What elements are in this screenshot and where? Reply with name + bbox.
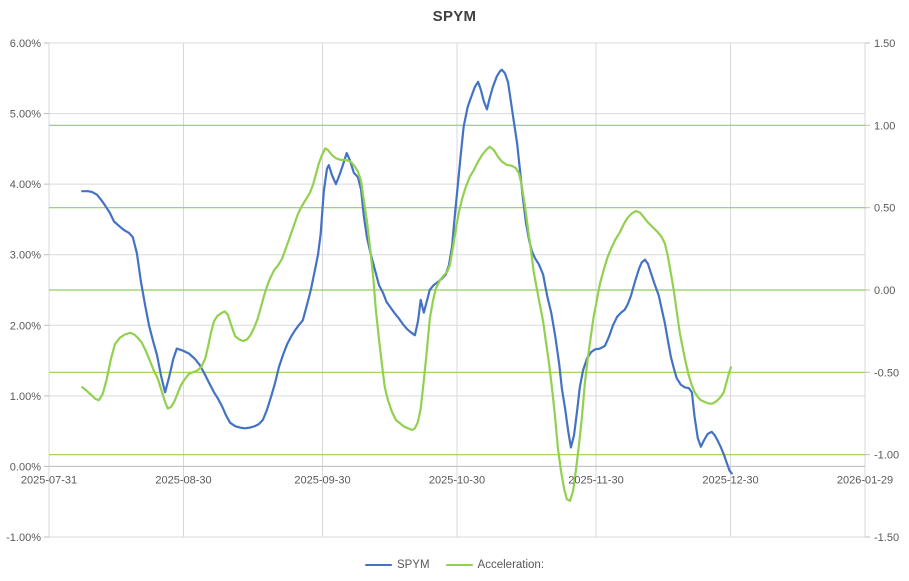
x-axis-tick-label: 2025-12-30 <box>702 474 758 486</box>
legend-item-acceleration: Acceleration: <box>445 559 545 571</box>
left-axis-tick-label: 2.00% <box>10 320 41 332</box>
right-axis-tick-label: -1.50 <box>874 532 899 544</box>
left-axis-tick-label: 3.00% <box>10 250 41 262</box>
spym-series-line <box>81 68 733 475</box>
left-axis-tick-label: 6.00% <box>10 38 41 50</box>
left-axis-tick-label: 0.00% <box>10 461 41 473</box>
right-axis-tick-label: -0.50 <box>874 367 899 379</box>
x-axis-tick-label: 2025-08-30 <box>155 474 211 486</box>
x-axis-tick-label: 2025-07-31 <box>21 474 77 486</box>
spym-line-swatch <box>364 563 392 567</box>
left-axis-tick-label: 4.00% <box>10 179 41 191</box>
x-axis-tick-label: 2025-09-30 <box>294 474 350 486</box>
legend-label-spym: SPYM <box>396 559 430 571</box>
legend-label-acceleration: Acceleration: <box>477 559 545 571</box>
legend: SPYM Acceleration: <box>0 559 909 571</box>
right-axis-tick-label: 1.50 <box>874 38 895 50</box>
x-axis-tick-label: 2026-01-29 <box>837 474 893 486</box>
left-axis-tick-label: 1.00% <box>10 391 41 403</box>
left-axis-tick-label: 5.00% <box>10 109 41 121</box>
left-axis-tick-label: -1.00% <box>6 532 41 544</box>
right-axis-tick-label: 0.50 <box>874 203 895 215</box>
right-axis-tick-label: 0.00 <box>874 285 895 297</box>
acceleration-series-line <box>81 145 733 502</box>
legend-item-spym: SPYM <box>364 559 430 571</box>
right-axis-tick-label: -1.00 <box>874 450 899 462</box>
acceleration-line-swatch <box>445 563 473 567</box>
right-axis-tick-label: 1.00 <box>874 120 895 132</box>
x-axis-tick-label: 2025-10-30 <box>429 474 485 486</box>
chart-title: SPYM <box>432 8 477 25</box>
x-axis-tick-label: 2025-11-30 <box>568 474 623 486</box>
